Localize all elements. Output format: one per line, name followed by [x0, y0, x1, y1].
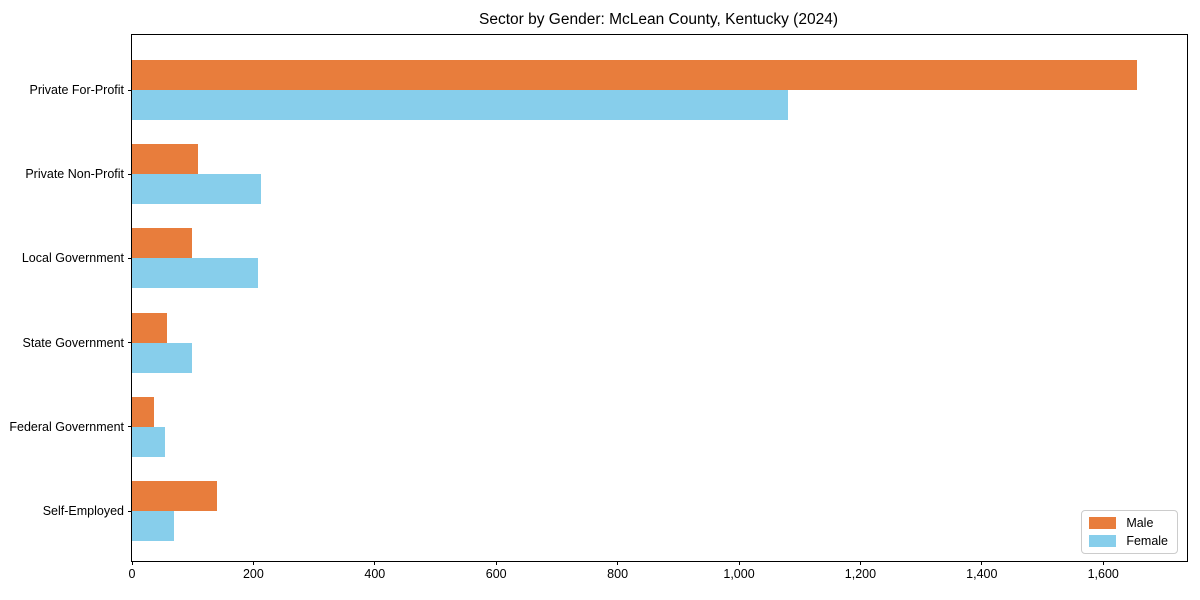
- x-tick-mark-200: [252, 561, 254, 565]
- legend-swatch-male: [1089, 517, 1117, 529]
- x-tick-mark-1000: [738, 561, 740, 565]
- legend-label-female: Female: [1126, 534, 1168, 548]
- x-tick-label-600: 600: [485, 567, 507, 581]
- x-tick-mark-1600: [1102, 561, 1104, 565]
- y-axis-label-private-for-profit: Private For-Profit: [29, 83, 124, 97]
- y-axis-label-state-government: State Government: [22, 335, 124, 350]
- y-tick-mark-federal-government: [128, 426, 132, 428]
- bar-male-local-government: [132, 228, 193, 259]
- x-tick-mark-800: [617, 561, 619, 565]
- y-axis-label-federal-government: Federal Government: [9, 419, 124, 434]
- y-tick-mark-private-non-profit: [128, 173, 132, 175]
- legend-item-male: Male: [1089, 516, 1168, 530]
- x-tick-label-200: 200: [242, 567, 264, 581]
- bar-female-private-for-profit: [132, 90, 789, 120]
- x-tick-mark-0: [131, 561, 133, 565]
- bar-male-federal-government: [132, 396, 154, 427]
- y-axis-label-self-employed: Self-Employed: [42, 504, 124, 518]
- bar-male-private-for-profit: [132, 60, 1137, 90]
- chart-title: Sector by Gender: McLean County, Kentuck…: [479, 11, 838, 28]
- bar-female-local-government: [132, 258, 258, 289]
- legend-swatch-female: [1089, 535, 1117, 547]
- x-tick-label-0: 0: [128, 567, 136, 581]
- plot-area: Male Female Private For-Profit Private No…: [9, 34, 1188, 581]
- x-tick-mark-400: [374, 561, 376, 565]
- bar-male-self-employed: [132, 481, 217, 511]
- bar-female-private-non-profit: [132, 174, 262, 205]
- x-tick-mark-1400: [981, 561, 983, 565]
- y-axis-label-local-government: Local Government: [21, 251, 124, 266]
- legend: Male Female: [1081, 510, 1178, 554]
- y-tick-mark-self-employed: [128, 510, 132, 512]
- y-axis-label-private-non-profit: Private Non-Profit: [25, 167, 124, 182]
- y-tick-mark-local-government: [128, 257, 132, 259]
- x-tick-label-1400: 1,400: [966, 567, 998, 581]
- x-tick-label-1000: 1,000: [723, 567, 755, 581]
- x-tick-label-400: 400: [364, 567, 386, 581]
- x-tick-mark-1200: [859, 561, 861, 565]
- bar-male-private-non-profit: [132, 144, 199, 175]
- x-tick-label-1200: 1,200: [844, 567, 877, 581]
- legend-item-female: Female: [1089, 534, 1168, 548]
- bar-female-self-employed: [132, 511, 174, 541]
- bar-female-state-government: [132, 342, 192, 373]
- bar-male-state-government: [132, 312, 167, 343]
- legend-label-male: Male: [1126, 516, 1154, 530]
- x-tick-label-800: 800: [607, 567, 629, 581]
- x-tick-label-1600: 1,600: [1087, 567, 1119, 581]
- x-tick-mark-600: [495, 561, 497, 565]
- y-tick-mark-state-government: [128, 342, 132, 344]
- bar-female-federal-government: [132, 426, 165, 457]
- y-tick-mark-private-for-profit: [128, 89, 132, 91]
